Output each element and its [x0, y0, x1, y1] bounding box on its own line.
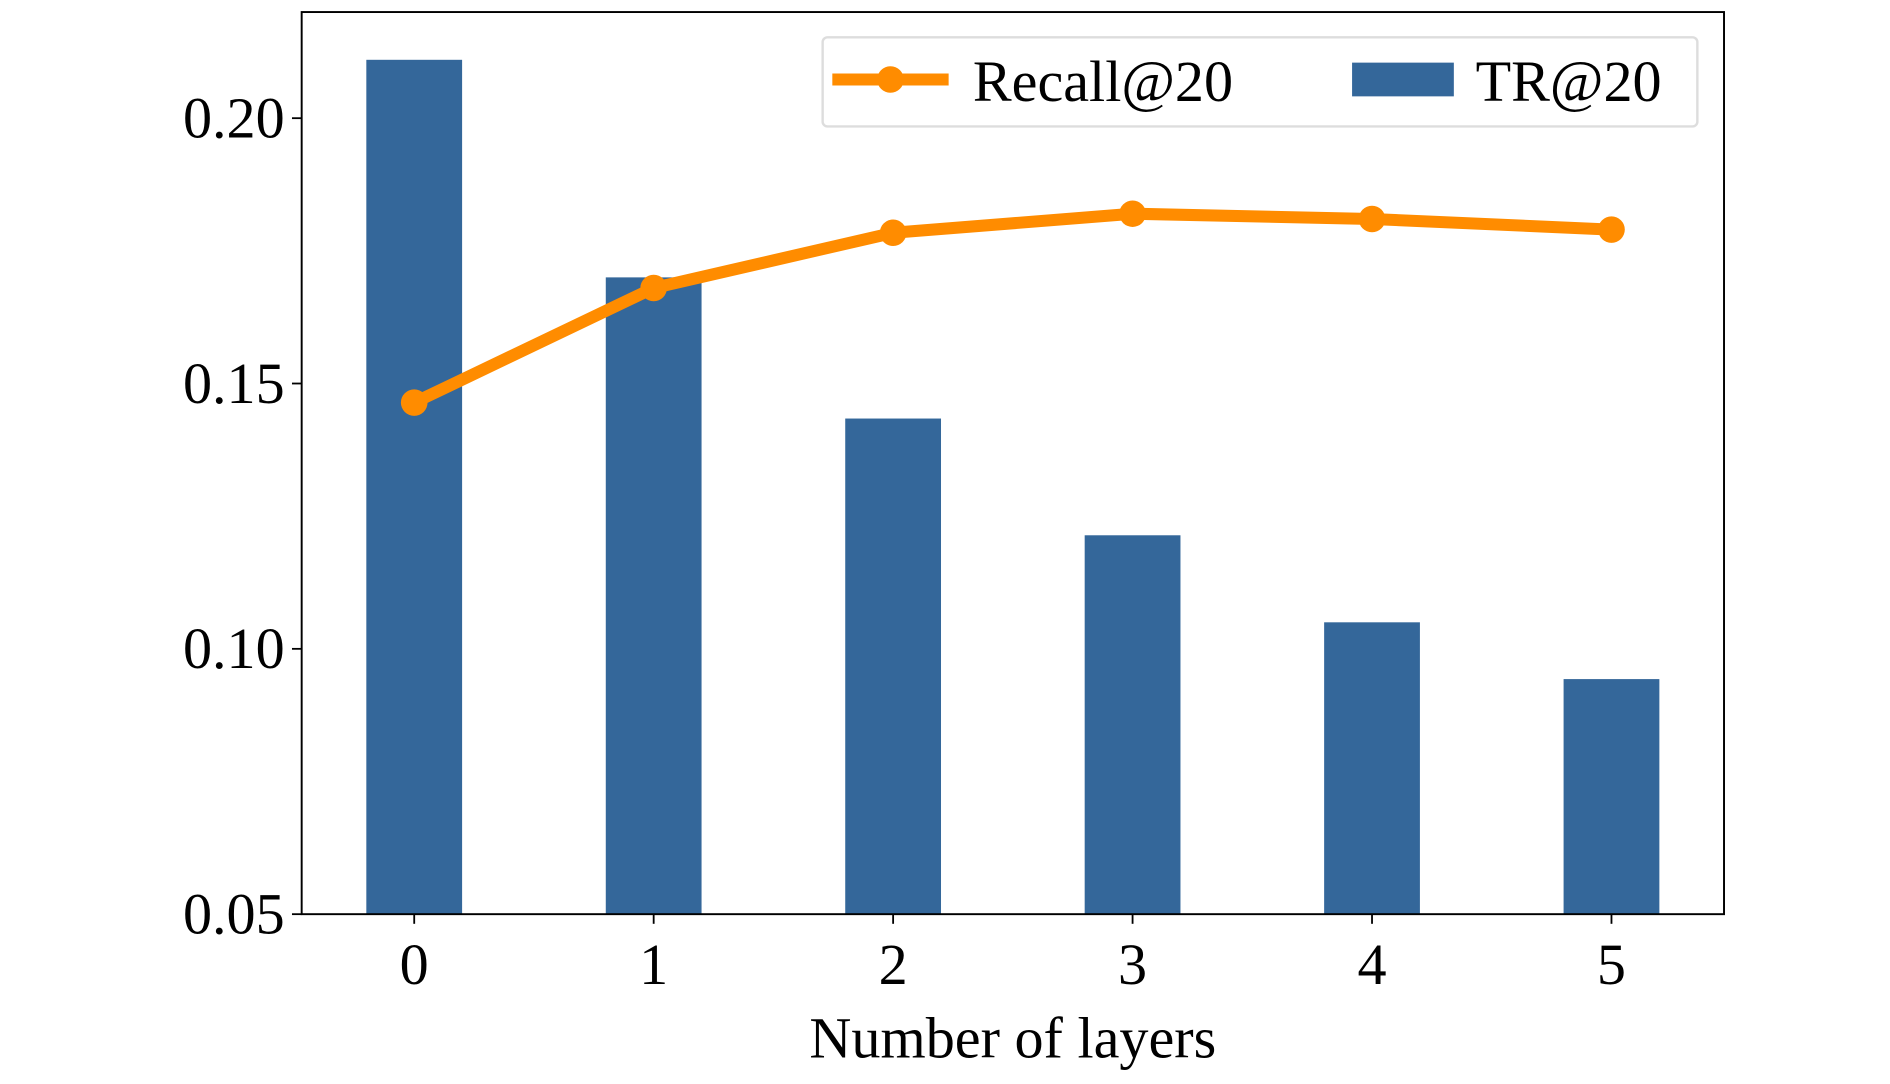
line-recall	[411, 207, 1612, 409]
x-tick-label: 0	[400, 932, 429, 997]
point-recall-0	[400, 389, 428, 416]
y-tick-label: 0.10	[183, 616, 285, 681]
y-tick-label: 0.15	[183, 351, 285, 416]
x-tick-label: 5	[1597, 932, 1626, 997]
point-recall-5	[1598, 216, 1625, 243]
legend: Recall@20 TR@20	[821, 36, 1699, 128]
legend-recall-marker-icon	[877, 66, 904, 93]
line-group	[400, 200, 1625, 416]
y-tick-label: 0.20	[183, 86, 285, 151]
x-axis-label: Number of layers	[809, 1006, 1216, 1071]
x-tick-label: 4	[1357, 932, 1386, 997]
y-tick-label: 0.05	[183, 882, 285, 947]
x-tick-label: 3	[1118, 932, 1147, 997]
bar-tr-4	[1324, 622, 1420, 915]
bar-tr-1	[605, 277, 702, 915]
bar-tr-3	[1084, 535, 1181, 915]
point-recall-3	[1119, 200, 1146, 227]
legend-frame	[821, 36, 1699, 128]
point-recall-2	[879, 219, 907, 247]
bar-tr-0	[366, 59, 463, 915]
bar-tr-5	[1563, 679, 1660, 915]
bars-group	[366, 59, 1660, 915]
x-axis: 0 1 2 3 4 5	[400, 914, 1626, 997]
legend-tr-swatch-icon	[1352, 62, 1454, 97]
x-tick-label: 2	[879, 932, 908, 997]
point-recall-1	[640, 274, 667, 302]
plot-frame	[300, 11, 1725, 916]
bar-tr-2	[845, 418, 942, 915]
point-recall-4	[1358, 205, 1386, 233]
y-axis: 0.05 0.10 0.15 0.20	[183, 86, 302, 947]
x-tick-label: 1	[639, 932, 668, 997]
legend-tr-label: TR@20	[1476, 49, 1662, 114]
legend-recall-label: Recall@20	[973, 49, 1233, 114]
